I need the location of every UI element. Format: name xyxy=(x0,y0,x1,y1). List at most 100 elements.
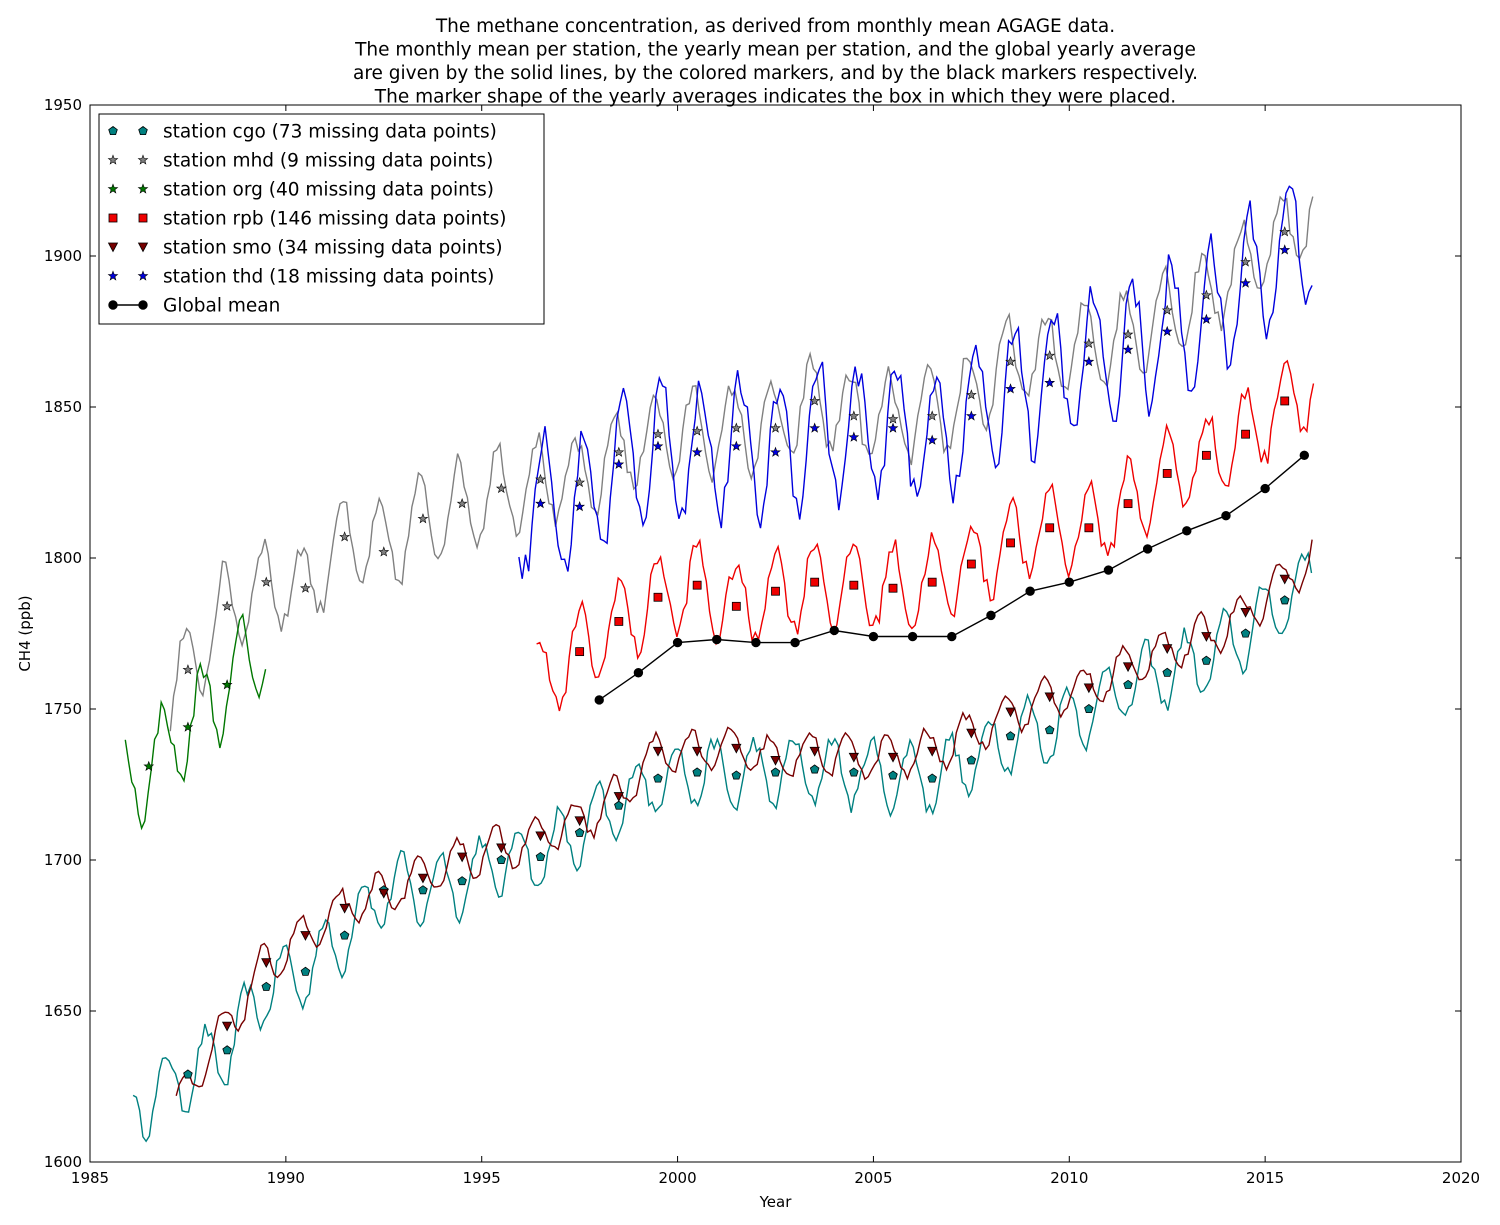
station-smo-yearly-marker xyxy=(1201,632,1212,642)
station-thd-yearly-marker xyxy=(652,440,664,451)
station-cgo-yearly-marker xyxy=(653,773,663,783)
global-mean-marker xyxy=(712,634,722,645)
global-mean-marker xyxy=(1064,577,1074,587)
station-mhd-yearly-marker xyxy=(652,428,664,439)
station-rpb-yearly-marker xyxy=(653,592,663,602)
legend-station-cgo-marker xyxy=(138,126,148,136)
y-axis-label: CH4 (ppb) xyxy=(16,595,34,671)
station-thd-yearly-marker xyxy=(1005,383,1016,394)
station-smo-yearly-marker xyxy=(927,746,938,757)
station-mhd-yearly-marker xyxy=(535,473,546,485)
station-mhd-yearly-marker xyxy=(495,482,507,494)
station-mhd-yearly-marker xyxy=(613,446,625,457)
station-cgo-yearly-marker xyxy=(966,755,977,765)
x-tick-label: 2015 xyxy=(1246,1169,1284,1187)
station-cgo-yearly-marker xyxy=(339,930,350,940)
station-rpb-yearly-marker xyxy=(810,577,820,587)
station-thd-yearly-marker xyxy=(1279,244,1291,255)
station-cgo-yearly-marker xyxy=(1240,628,1251,638)
legend-label-global-mean: Global mean xyxy=(163,296,280,317)
legend-label-station-org: station org (40 missing data points) xyxy=(163,180,494,201)
legend-station-cgo-marker xyxy=(108,126,118,136)
station-cgo-yearly-marker xyxy=(574,827,585,837)
legend-station-thd-marker xyxy=(137,270,149,281)
x-tick-label: 1985 xyxy=(71,1169,109,1187)
global-mean-marker xyxy=(947,631,957,642)
station-mhd-yearly-marker xyxy=(926,410,938,421)
global-mean-marker xyxy=(1103,565,1114,575)
station-thd-yearly-marker xyxy=(1122,343,1134,355)
station-mhd-yearly-marker xyxy=(770,422,781,433)
legend-station-org-marker xyxy=(137,183,149,194)
chart-title: The methane concentration, as derived fr… xyxy=(353,16,1198,108)
y-tick-label: 1850 xyxy=(44,398,82,416)
station-smo-yearly-marker xyxy=(966,728,977,739)
station-cgo-yearly-marker xyxy=(222,1045,232,1055)
plot-frame xyxy=(89,104,1462,1163)
station-mhd-yearly-marker xyxy=(378,546,390,557)
global-mean-marker xyxy=(1182,526,1192,536)
global-mean-marker xyxy=(751,637,761,648)
station-smo-yearly-marker xyxy=(1083,683,1095,694)
station-mhd-yearly-marker xyxy=(300,582,311,593)
station-smo-yearly-marker xyxy=(574,816,585,827)
station-cgo-yearly-marker xyxy=(692,767,702,777)
legend-label-station-cgo: station cgo (73 missing data points) xyxy=(163,122,497,143)
station-cgo-yearly-marker xyxy=(535,851,546,862)
station-cgo-yearly-marker xyxy=(1044,725,1055,735)
station-rpb-yearly-marker xyxy=(1201,450,1211,460)
station-cgo-yearly-marker xyxy=(183,1069,193,1079)
station-smo-yearly-marker xyxy=(652,746,664,757)
station-cgo-yearly-marker xyxy=(927,773,937,783)
station-rpb-yearly-marker xyxy=(1006,538,1015,548)
station-cgo-yearly-marker xyxy=(261,981,272,991)
station-rpb-yearly-marker xyxy=(1045,523,1055,533)
station-rpb-yearly-marker xyxy=(1123,499,1133,509)
station-thd-yearly-marker xyxy=(770,446,781,457)
station-smo-yearly-marker xyxy=(378,888,389,899)
station-smo-yearly-marker xyxy=(300,931,311,941)
station-mhd-yearly-marker xyxy=(1122,328,1134,340)
station-smo-yearly-marker xyxy=(1279,574,1290,585)
global-mean-marker xyxy=(672,637,683,648)
global-mean-marker xyxy=(1221,511,1231,521)
global-mean-marker xyxy=(594,695,604,705)
station-mhd-yearly-marker xyxy=(221,600,233,611)
legend-global-mean-marker xyxy=(138,300,148,310)
yearly-markers xyxy=(143,226,1310,1079)
station-thd-monthly-line xyxy=(518,185,1313,579)
y-tick-label: 1800 xyxy=(44,549,82,567)
x-tick-label: 1995 xyxy=(463,1169,501,1187)
station-mhd-yearly-marker xyxy=(1279,226,1291,237)
station-thd-yearly-marker xyxy=(1240,277,1251,288)
station-mhd-yearly-marker xyxy=(1005,356,1016,367)
station-smo-yearly-marker xyxy=(221,1021,233,1032)
station-thd-yearly-marker xyxy=(535,497,546,509)
station-thd-yearly-marker xyxy=(1083,356,1095,367)
station-rpb-yearly-marker xyxy=(849,580,859,590)
station-cgo-yearly-marker xyxy=(888,770,898,780)
legend-station-smo-marker xyxy=(107,242,119,253)
station-smo-yearly-marker xyxy=(1240,607,1251,618)
station-rpb-yearly-marker xyxy=(927,577,937,587)
x-axis-label: Year xyxy=(759,1193,793,1211)
legend-label-station-mhd: station mhd (9 missing data points) xyxy=(163,151,493,172)
legend-station-rpb-marker xyxy=(138,213,148,223)
station-thd-yearly-marker xyxy=(965,410,977,421)
legend-station-thd-marker xyxy=(107,270,119,281)
global-mean-marker xyxy=(1025,586,1035,596)
station-cgo-monthly-line xyxy=(132,550,1313,1143)
station-org-yearly-marker xyxy=(182,721,194,732)
station-mhd-yearly-marker xyxy=(182,664,194,675)
station-rpb-yearly-marker xyxy=(1162,469,1172,478)
global-mean-marker xyxy=(633,668,644,678)
station-cgo-yearly-marker xyxy=(418,885,428,895)
station-rpb-yearly-marker xyxy=(966,559,976,569)
station-mhd-yearly-marker xyxy=(848,410,860,421)
x-tick-label: 1990 xyxy=(267,1169,305,1187)
station-mhd-yearly-marker xyxy=(1044,349,1056,361)
station-smo-yearly-marker xyxy=(339,903,350,914)
station-smo-yearly-marker xyxy=(691,746,703,757)
station-thd-yearly-marker xyxy=(1161,325,1173,337)
station-mhd-yearly-marker xyxy=(887,413,899,424)
